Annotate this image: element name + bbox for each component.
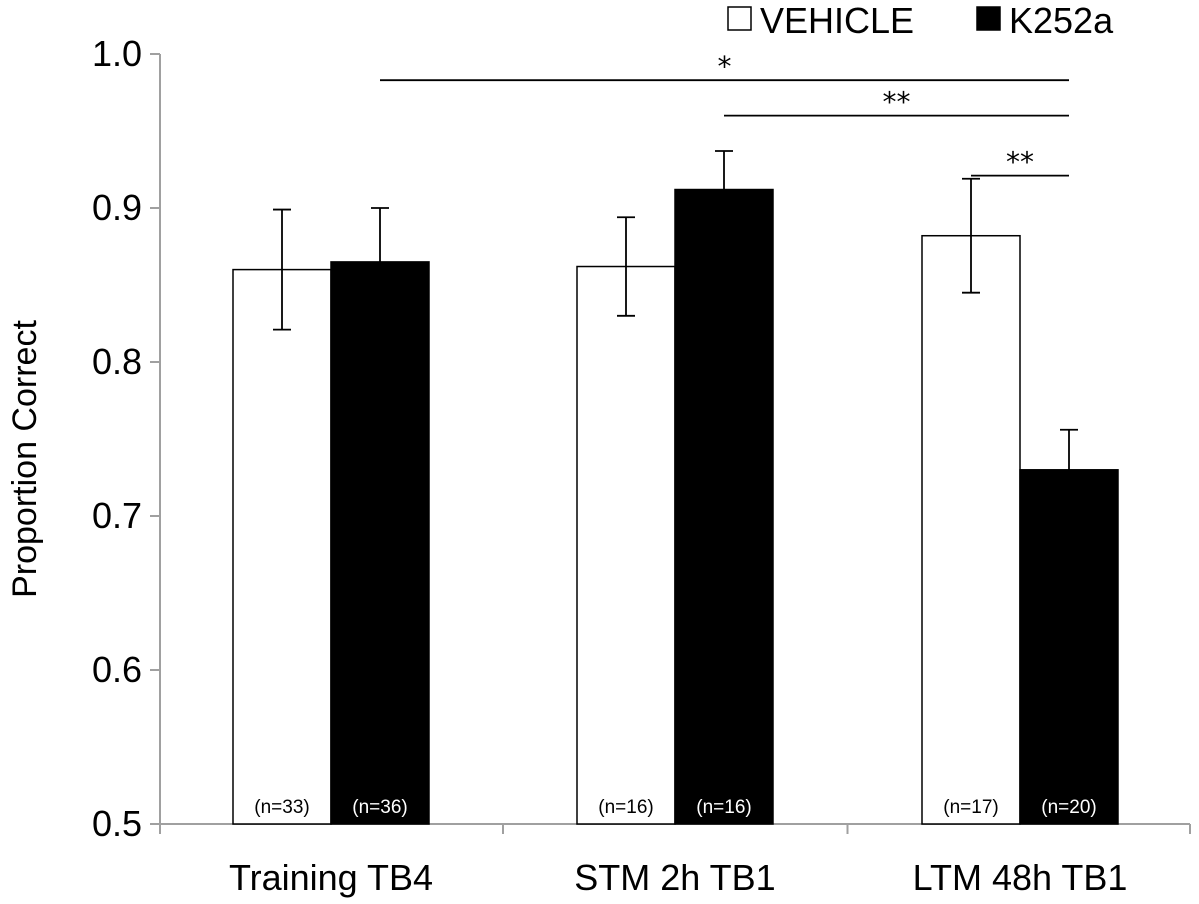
n-label: (n=17) (943, 797, 998, 818)
x-category-label: STM 2h TB1 (574, 857, 775, 898)
x-category-label: Training TB4 (229, 857, 433, 898)
bar-k252a-1 (674, 188, 774, 825)
significance-brackets: ***** (380, 50, 1069, 179)
y-tick-label: 0.6 (92, 649, 142, 690)
y-tick-label: 0.9 (92, 187, 142, 228)
legend-label-vehicle: VEHICLE (760, 0, 914, 41)
bar-vehicle-2 (921, 234, 1021, 825)
bar-vehicle-0 (232, 268, 332, 825)
n-labels: (n=33) (n=16) (n=17) (n=36) (n=16) (n=20) (254, 797, 1096, 818)
y-tick-label: 0.7 (92, 495, 142, 536)
y-tick-label: 0.5 (92, 803, 142, 844)
significance-marker: ** (883, 86, 911, 119)
bars (232, 188, 1119, 825)
n-label: (n=33) (254, 797, 309, 818)
n-label: (n=16) (598, 797, 653, 818)
bar-k252a-0 (330, 261, 430, 825)
error-bars (273, 150, 1078, 511)
legend-swatch-vehicle (727, 6, 752, 31)
n-label: (n=36) (352, 797, 407, 818)
legend-label-k252a: K252a (1009, 0, 1114, 41)
bar-k252a-2 (1019, 469, 1119, 825)
n-label: (n=20) (1041, 797, 1096, 818)
y-tick-label: 0.8 (92, 341, 142, 382)
axes: 0.5 0.6 0.7 0.8 0.9 1.0 Training TB4 STM 2h TB1… (6, 33, 1191, 898)
n-label: (n=16) (696, 797, 751, 818)
x-category-label: LTM 48h TB1 (913, 857, 1128, 898)
bar-vehicle-1 (576, 265, 676, 825)
significance-marker: ** (1006, 146, 1034, 179)
legend: VEHICLE K252a (727, 0, 1114, 41)
y-tick-label: 1.0 (92, 33, 142, 74)
legend-swatch-k252a (976, 6, 1001, 31)
y-axis-title: Proportion Correct (6, 320, 44, 598)
significance-marker: * (718, 50, 732, 83)
